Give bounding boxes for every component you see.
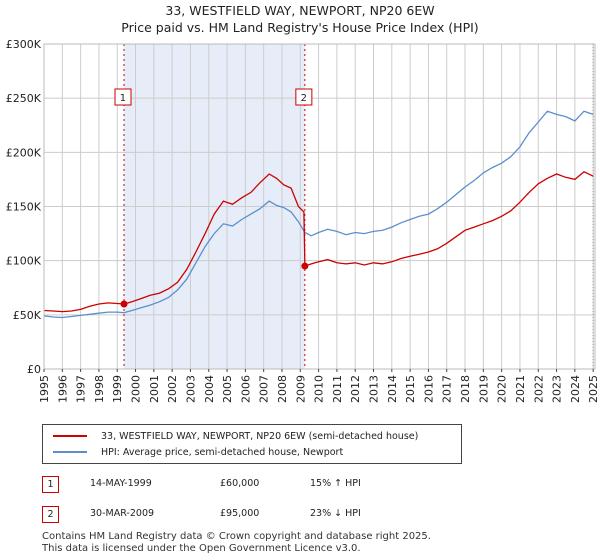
- sale-label-number: 2: [301, 93, 307, 104]
- x-tick-label: 2015: [404, 375, 417, 403]
- legend-label-hpi: HPI: Average price, semi-detached house,…: [101, 446, 344, 458]
- sale-hpi-diff: 23% ↓ HPI: [310, 508, 361, 519]
- x-tick-label: 1996: [56, 375, 69, 403]
- chart-title: 33, WESTFIELD WAY, NEWPORT, NP20 6EW: [165, 3, 435, 18]
- price-chart: 1 2 £0 £50K £100K £150K £200K £250K £300K 1995 19…: [6, 38, 600, 403]
- footer-copyright: Contains HM Land Registry data © Crown c…: [42, 531, 431, 542]
- sale-number-badge: 2: [42, 506, 59, 523]
- x-tick-label: 2013: [368, 375, 381, 403]
- y-tick-label: £150K: [6, 201, 42, 214]
- x-tick-label: 1998: [93, 375, 106, 403]
- x-tick-label: 2024: [569, 375, 582, 403]
- y-tick-label: £300K: [6, 38, 42, 51]
- y-tick-label: £0: [27, 363, 41, 376]
- x-tick-label: 2014: [386, 375, 399, 403]
- x-tick-label: 2004: [203, 375, 216, 403]
- sale-label-box: [295, 88, 313, 106]
- sale-label-number: 1: [120, 93, 126, 104]
- sale-row: 2 30-MAR-2009 £95,000 23% ↓ HPI: [42, 506, 462, 524]
- sale-price: £60,000: [220, 478, 260, 489]
- x-tick-label: 2017: [441, 375, 454, 403]
- x-tick-label: 2022: [532, 375, 545, 403]
- y-tick-label: £250K: [6, 92, 42, 105]
- hpi-line: [43, 110, 594, 319]
- legend-item-property: 33, WESTFIELD WAY, NEWPORT, NP20 6EW (se…: [53, 428, 418, 444]
- x-tick-label: 2011: [331, 375, 344, 403]
- sale-point: [120, 300, 128, 308]
- legend-label-property: 33, WESTFIELD WAY, NEWPORT, NP20 6EW (se…: [101, 430, 419, 442]
- x-tick-label: 1995: [38, 375, 51, 403]
- x-tick-label: 2006: [239, 375, 252, 403]
- sale-price: £95,000: [220, 508, 260, 519]
- x-tick-label: 2025: [587, 375, 600, 403]
- plot-frame: [43, 43, 596, 370]
- sale-date: 30-MAR-2009: [90, 508, 155, 519]
- x-tick-label: 2003: [184, 375, 197, 403]
- x-tick-label: 2005: [221, 375, 234, 403]
- sale-number-badge: 1: [42, 476, 59, 493]
- y-tick-label: £50K: [13, 309, 42, 322]
- x-tick-label: 2018: [459, 375, 472, 403]
- legend: 33, WESTFIELD WAY, NEWPORT, NP20 6EW (se…: [42, 424, 462, 464]
- sale-date: 14-MAY-1999: [90, 478, 152, 489]
- x-tick-label: 2000: [130, 375, 143, 403]
- x-tick-label: 2016: [422, 375, 435, 403]
- x-tick-label: 2008: [276, 375, 289, 403]
- y-tick-label: £100K: [6, 255, 42, 268]
- x-tick-label: 2023: [551, 375, 564, 403]
- chart-subtitle: Price paid vs. HM Land Registry's House …: [121, 20, 479, 35]
- x-tick-label: 2002: [166, 375, 179, 403]
- x-tick-label: 2012: [349, 375, 362, 403]
- sale-hpi-diff: 15% ↑ HPI: [310, 478, 361, 489]
- x-tick-label: 2021: [514, 375, 527, 403]
- x-tick-label: 2001: [148, 375, 161, 403]
- x-tick-label: 2010: [313, 375, 326, 403]
- x-tick-label: 2009: [294, 375, 307, 403]
- sale-row: 1 14-MAY-1999 £60,000 15% ↑ HPI: [42, 476, 462, 494]
- y-tick-label: £200K: [6, 146, 42, 159]
- x-tick-label: 1997: [75, 375, 88, 403]
- footer-licence: This data is licensed under the Open Gov…: [42, 543, 361, 554]
- x-tick-label: 2020: [496, 375, 509, 403]
- sale-label-box: [114, 88, 132, 106]
- legend-swatch-blue: [53, 451, 87, 453]
- sale-point: [301, 262, 309, 270]
- x-tick-label: 2007: [258, 375, 271, 403]
- x-tick-label: 1999: [111, 375, 124, 403]
- legend-item-hpi: HPI: Average price, semi-detached house,…: [53, 444, 343, 460]
- legend-swatch-red: [53, 435, 87, 437]
- x-tick-label: 2019: [477, 375, 490, 403]
